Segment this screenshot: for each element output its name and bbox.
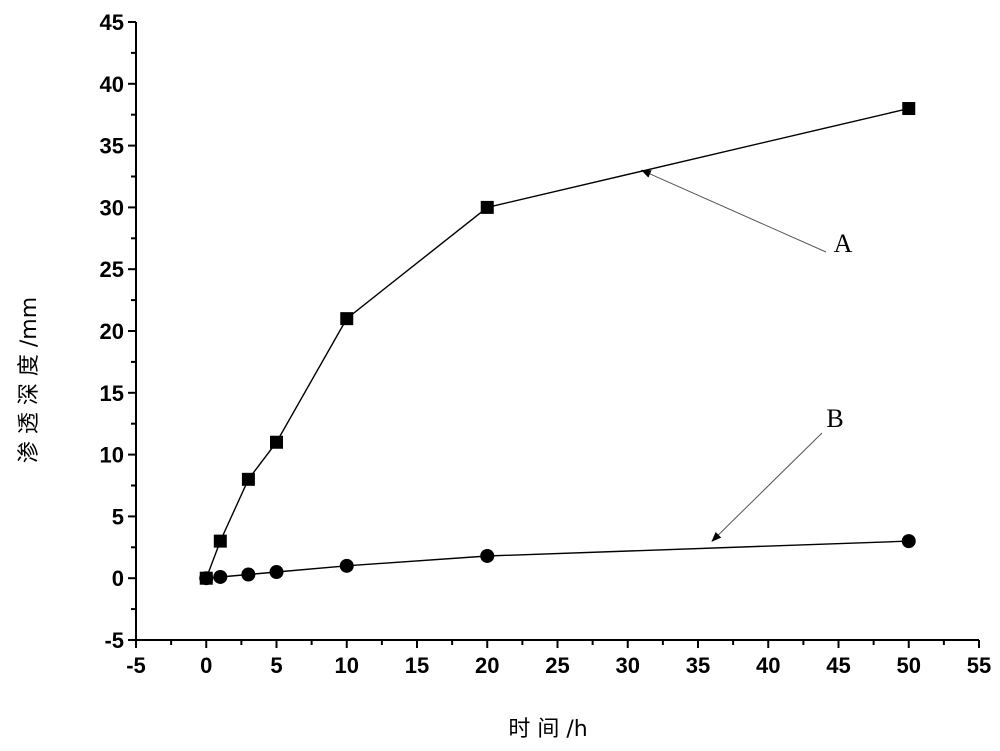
x-tick-label: 25 — [545, 653, 569, 678]
y-tick-label: 0 — [112, 566, 124, 591]
x-tick-label: -5 — [126, 653, 146, 678]
data-point-a — [270, 436, 283, 449]
series-points — [199, 102, 916, 585]
x-tick-label: 0 — [200, 653, 212, 678]
data-point-b — [213, 570, 227, 584]
y-tick-label: 20 — [100, 319, 124, 344]
data-point-a — [481, 201, 494, 214]
annotation-arrow-a — [642, 170, 826, 252]
x-tick-label: 55 — [967, 653, 991, 678]
x-tick-label: 40 — [756, 653, 780, 678]
y-tick-label: -5 — [104, 628, 124, 653]
y-axis-title: 渗 透 深 度 /mm — [17, 297, 42, 463]
series-line-a — [206, 109, 909, 579]
y-tick-label: 25 — [100, 257, 124, 282]
y-tick-label: 10 — [100, 443, 124, 468]
data-point-b — [270, 565, 284, 579]
annotation-label-b: B — [826, 404, 843, 433]
x-tick-label: 35 — [686, 653, 710, 678]
y-tick-label: 30 — [100, 195, 124, 220]
data-point-a — [242, 473, 255, 486]
y-tick-label: 40 — [100, 72, 124, 97]
data-point-b — [480, 549, 494, 563]
x-axis-ticks: -5 0 5 10 15 20 25 30 35 40 45 50 55 — [126, 640, 991, 678]
axes — [136, 22, 979, 640]
x-tick-label: 30 — [616, 653, 640, 678]
x-axis-title: 时 间 /h — [508, 717, 587, 742]
annotations: AB — [642, 170, 853, 541]
series-line-b — [206, 541, 909, 578]
y-axis-ticks: -5 0 5 10 15 20 25 30 35 40 45 — [100, 10, 136, 653]
series-lines — [206, 109, 909, 579]
data-point-b — [241, 567, 255, 581]
y-tick-label: 35 — [100, 134, 124, 159]
data-point-b — [340, 559, 354, 573]
data-point-b — [902, 534, 916, 548]
y-tick-label: 15 — [100, 381, 124, 406]
x-tick-label: 10 — [335, 653, 359, 678]
x-tick-label: 45 — [826, 653, 850, 678]
data-point-a — [214, 535, 227, 548]
data-point-a — [902, 102, 915, 115]
y-tick-label: 5 — [112, 504, 124, 529]
x-tick-label: 5 — [270, 653, 282, 678]
y-tick-label: 45 — [100, 10, 124, 35]
x-tick-label: 15 — [405, 653, 429, 678]
annotation-label-a: A — [834, 229, 853, 258]
data-point-b — [199, 571, 213, 585]
data-point-a — [340, 312, 353, 325]
x-tick-label: 20 — [475, 653, 499, 678]
annotation-arrow-b — [712, 433, 822, 541]
x-tick-label: 50 — [897, 653, 921, 678]
